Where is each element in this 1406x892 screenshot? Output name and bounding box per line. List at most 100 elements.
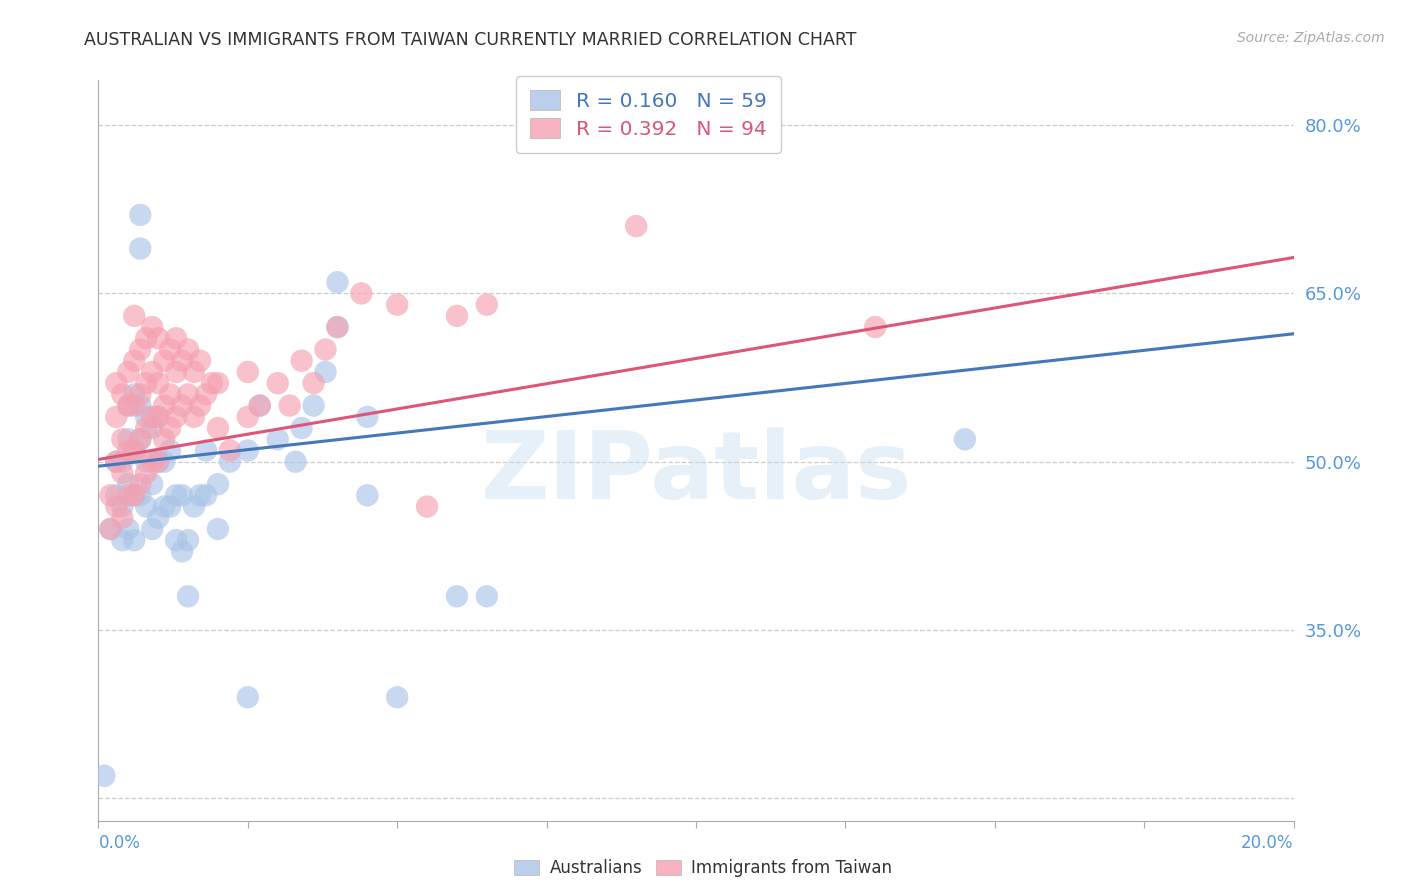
Point: [141, 455, 163, 469]
Point: [153, 353, 176, 368]
Text: 20.0%: 20.0%: [1241, 834, 1294, 852]
Point: [188, 488, 211, 502]
Point: [183, 409, 205, 424]
Point: [111, 455, 134, 469]
Point: [626, 219, 648, 233]
Point: [117, 477, 139, 491]
Point: [195, 443, 218, 458]
Point: [385, 298, 409, 312]
Point: [188, 399, 211, 413]
Point: [249, 399, 271, 413]
Point: [865, 320, 887, 334]
Point: [177, 533, 200, 548]
Point: [129, 208, 152, 222]
Point: [278, 399, 301, 413]
Point: [219, 443, 242, 458]
Point: [117, 488, 139, 502]
Point: [105, 455, 128, 469]
Point: [159, 500, 181, 514]
Point: [177, 589, 200, 603]
Point: [148, 510, 170, 524]
Point: [219, 455, 242, 469]
Point: [172, 488, 194, 502]
Point: [129, 399, 152, 413]
Point: [172, 544, 194, 558]
Point: [141, 320, 163, 334]
Point: [93, 769, 115, 783]
Point: [165, 331, 187, 345]
Point: [148, 455, 170, 469]
Point: [326, 275, 349, 289]
Text: ZIPatlas: ZIPatlas: [481, 426, 911, 518]
Point: [172, 353, 194, 368]
Point: [165, 409, 187, 424]
Point: [148, 409, 170, 424]
Point: [135, 455, 157, 469]
Point: [135, 500, 157, 514]
Point: [111, 387, 134, 401]
Point: [385, 690, 409, 705]
Point: [177, 343, 200, 357]
Text: AUSTRALIAN VS IMMIGRANTS FROM TAIWAN CURRENTLY MARRIED CORRELATION CHART: AUSTRALIAN VS IMMIGRANTS FROM TAIWAN CUR…: [84, 31, 856, 49]
Point: [475, 589, 498, 603]
Point: [159, 443, 181, 458]
Point: [356, 488, 378, 502]
Point: [141, 477, 163, 491]
Point: [356, 409, 378, 424]
Point: [350, 286, 373, 301]
Point: [117, 522, 139, 536]
Point: [105, 376, 128, 391]
Point: [153, 500, 176, 514]
Point: [141, 365, 163, 379]
Point: [129, 242, 152, 256]
Point: [207, 421, 229, 435]
Point: [249, 399, 271, 413]
Point: [135, 421, 157, 435]
Point: [117, 432, 139, 446]
Point: [148, 455, 170, 469]
Point: [153, 432, 176, 446]
Point: [124, 488, 146, 502]
Point: [129, 477, 152, 491]
Point: [124, 443, 146, 458]
Point: [124, 533, 146, 548]
Text: Source: ZipAtlas.com: Source: ZipAtlas.com: [1237, 31, 1385, 45]
Point: [207, 376, 229, 391]
Point: [111, 466, 134, 480]
Point: [267, 376, 290, 391]
Point: [153, 455, 176, 469]
Point: [475, 298, 498, 312]
Point: [195, 488, 218, 502]
Point: [105, 500, 128, 514]
Point: [124, 387, 146, 401]
Point: [129, 432, 152, 446]
Point: [165, 533, 187, 548]
Point: [105, 409, 128, 424]
Point: [117, 443, 139, 458]
Point: [111, 500, 134, 514]
Point: [315, 343, 337, 357]
Point: [302, 399, 325, 413]
Point: [135, 409, 157, 424]
Point: [148, 409, 170, 424]
Point: [416, 500, 439, 514]
Point: [135, 376, 157, 391]
Point: [129, 432, 152, 446]
Point: [953, 432, 976, 446]
Point: [446, 589, 468, 603]
Point: [141, 409, 163, 424]
Point: [105, 488, 128, 502]
Point: [291, 353, 314, 368]
Point: [111, 432, 134, 446]
Point: [129, 488, 152, 502]
Legend: Australians, Immigrants from Taiwan: Australians, Immigrants from Taiwan: [508, 853, 898, 884]
Point: [159, 387, 181, 401]
Point: [302, 376, 325, 391]
Point: [124, 399, 146, 413]
Point: [165, 488, 187, 502]
Text: 0.0%: 0.0%: [98, 834, 141, 852]
Point: [188, 353, 211, 368]
Point: [236, 409, 259, 424]
Point: [201, 376, 224, 391]
Point: [124, 488, 146, 502]
